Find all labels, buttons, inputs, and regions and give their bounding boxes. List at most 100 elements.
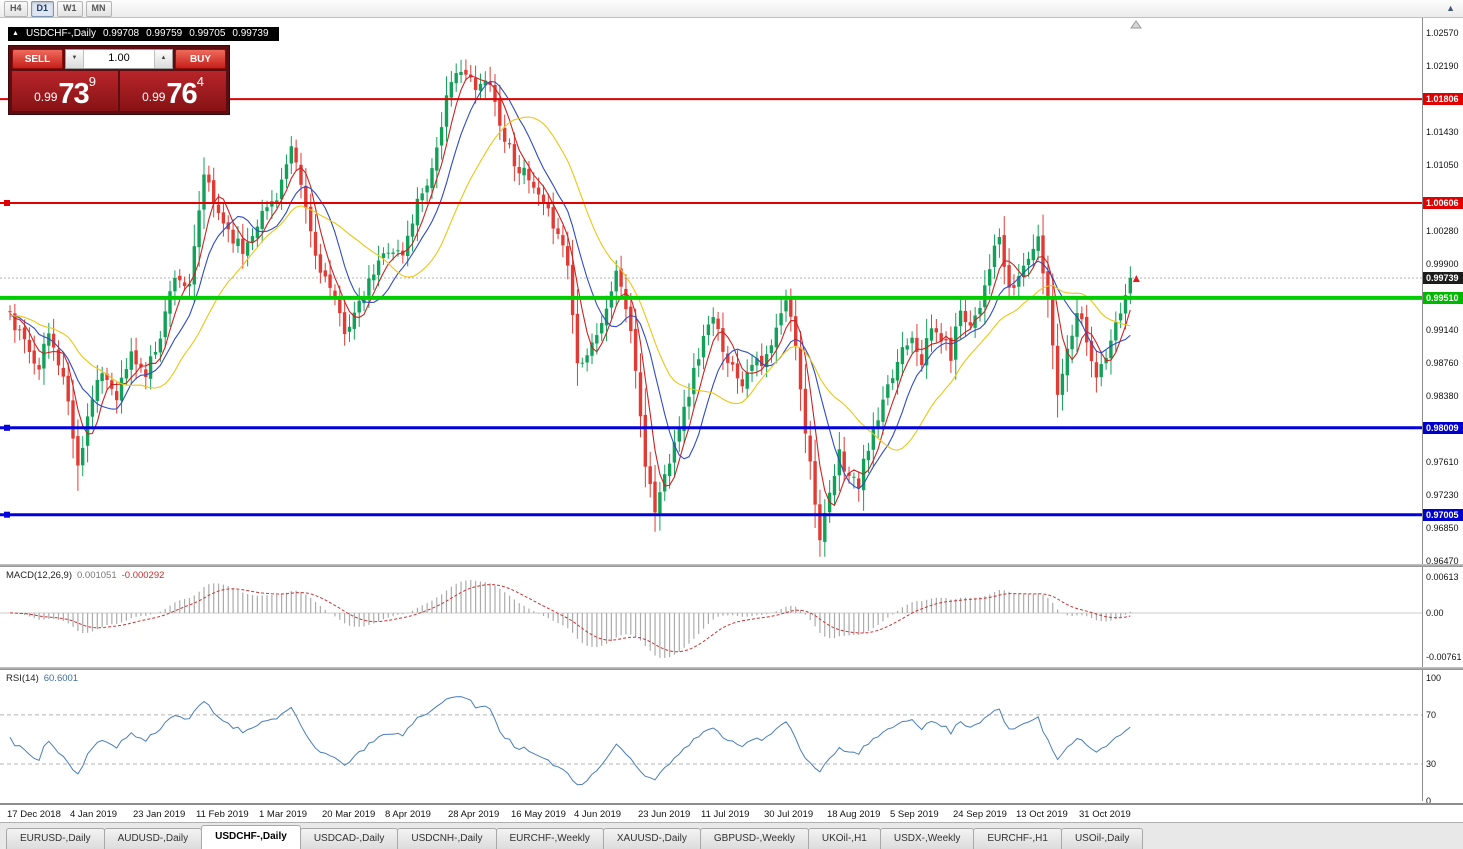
tab-usdchf-daily[interactable]: USDCHF-,Daily [201,825,301,849]
sell-price-display[interactable]: 0.99 73 9 [12,71,118,111]
rsi-tick-100: 100 [1426,673,1442,683]
rsi-value: 60.6001 [43,673,79,684]
buy-button[interactable]: BUY [175,49,226,69]
date-label-30-jul-2019: 30 Jul 2019 [764,809,814,820]
tab-usdcnh-daily[interactable]: USDCNH-,Daily [397,828,497,849]
price-tick-1.00280: 1.00280 [1426,226,1459,237]
price-tick-1.02570: 1.02570 [1426,28,1459,38]
timeframe-w1[interactable]: W1 [57,0,83,17]
tab-audusd-daily[interactable]: AUDUSD-,Daily [103,828,203,849]
tab-usdcad-daily[interactable]: USDCAD-,Daily [299,828,399,849]
macd-tick--0.00761: -0.00761 [1426,652,1462,663]
volume-value[interactable]: 1.00 [108,52,130,64]
price-tick-0.97610: 0.97610 [1426,457,1459,468]
macd-tick-0.00613: 0.00613 [1426,572,1459,583]
macd-canvas[interactable] [0,567,1422,667]
scroll-up-icon[interactable]: ▲ [1446,3,1455,13]
price-scale[interactable]: 1.02570 1.02190 1.01430 1.01050 1.00280 0.999… [1422,18,1463,806]
ohlc-open: 0.99708 [102,28,140,39]
panel-divider[interactable] [0,667,1463,670]
macd-main-value: 0.001051 [77,570,117,581]
price-marker-0.99739: 0.99739 [1423,272,1463,284]
buy-price-display[interactable]: 0.99 76 4 [120,71,226,111]
price-tick-0.99140: 0.99140 [1426,324,1459,335]
rsi-tick-30: 30 [1426,759,1437,769]
chart-info-bar: ▲ USDCHF-,Daily 0.99708 0.99759 0.99705 … [8,27,279,41]
sell-price-pip: 9 [88,74,96,89]
time-axis[interactable]: 17 Dec 2018 4 Jan 2019 23 Jan 2019 11 Feb 2… [0,803,1463,822]
date-label-23-jan-2019: 23 Jan 2019 [133,809,186,820]
collapse-panel-icon[interactable]: ▲ [12,30,19,37]
buy-price-pip: 4 [196,74,204,89]
panel-divider[interactable] [0,564,1463,567]
moving-average-5 [9,75,1131,507]
macd-tick-0.00: 0.00 [1426,608,1444,618]
macd-name: MACD(12,26,9) [6,570,72,581]
date-label-11-jul-2019: 11 Jul 2019 [701,809,750,820]
chart-tab-bar: EURUSD-,Daily AUDUSD-,Daily USDCHF-,Daily U… [0,822,1463,849]
price-marker-1.00606: 1.00606 [1423,197,1463,209]
rsi-line [9,696,1131,786]
tab-usoil-daily[interactable]: USOil-,Daily [1060,828,1144,849]
rsi-label: RSI(14) 60.6001 [6,673,78,684]
price-marker-0.99510: 0.99510 [1423,291,1463,304]
macd-indicator-panel[interactable]: MACD(12,26,9) 0.001051 -0.000292 [0,567,1422,667]
price-tick-0.98760: 0.98760 [1426,357,1459,368]
macd-signal-value: -0.000292 [121,570,165,581]
rsi-indicator-panel[interactable]: RSI(14) 60.6001 [0,670,1422,801]
rsi-tick-0: 0 [1426,795,1432,806]
ohlc-high: 0.99759 [146,28,183,39]
tab-xauusd-daily[interactable]: XAUUSD-,Daily [602,828,701,849]
candlestick-chart-canvas[interactable] [0,18,1422,564]
date-label-23-jun-2019: 23 Jun 2019 [638,809,691,820]
date-label-13-oct-2019: 13 Oct 2019 [1016,809,1068,820]
date-label-1-mar-2019: 1 Mar 2019 [259,809,308,820]
chart-window: ▲ USDCHF-,Daily 0.99708 0.99759 0.99 70 5 … [0,18,1463,822]
rsi-canvas[interactable] [0,670,1422,801]
price-marker-0.98009: 0.98009 [1423,421,1463,434]
date-label-28-apr-2019: 28 Apr 2019 [448,809,500,820]
price-tick-1.01050: 1.01050 [1426,159,1459,170]
timeframe-toolbar: H4 D1 W1 MN ▲ [0,0,1463,18]
sell-price-big-digits: 73 [58,78,89,110]
price-tick-0.96470: 0.96470 [1426,556,1459,566]
price-tick-0.99900: 0.99900 [1426,259,1459,270]
main-price-chart[interactable] [0,18,1422,564]
tab-gbpusd-weekly[interactable]: GBPUSD-,Weekly [699,828,809,849]
sell-button[interactable]: SELL [12,49,63,69]
volume-decrease-icon[interactable]: ▼ [66,50,84,68]
date-label-4-jan-2019: 4 Jan 2019 [70,809,118,820]
chart-shift-marker[interactable] [1130,20,1142,29]
date-label-16-may-2019: 16 May 2019 [511,809,566,820]
macd-label: MACD(12,26,9) 0.001051 -0.000292 [6,570,164,581]
volume-input[interactable]: ▼ 1.00 ▲ [65,49,173,69]
chart-symbol-period: USDCHF-,Daily [25,28,96,39]
date-label-20-mar-2019: 20 Mar 2019 [322,809,376,820]
hline-0.97005[interactable] [0,511,1422,518]
hline-1.00606[interactable] [0,199,1422,206]
trade-controls-row: SELL ▼ 1.00 ▲ BUY [12,49,226,69]
candlesticks [8,59,1132,557]
timeframe-button-group: H4 D1 W1 MN [4,0,112,17]
hline-0.98009[interactable] [0,424,1422,431]
tab-eurusd-daily[interactable]: EURUSD-,Daily [6,828,105,849]
ohlc-close: 0.99739 [232,28,269,39]
tab-eurchf-h1[interactable]: EURCHF-,H1 [973,828,1062,849]
tab-ukoil-h1[interactable]: UKOil-,H1 [807,828,881,849]
ohlc-low: 0.99705 [189,28,226,39]
tab-usdx-weekly[interactable]: USDX-,Weekly [879,828,975,849]
price-marker-0.97005: 0.97005 [1423,508,1463,521]
timeframe-d1[interactable]: D1 [30,0,55,17]
date-label-18-aug-2019: 18 Aug 2019 [827,809,881,820]
timeframe-h4[interactable]: H4 [4,0,28,17]
timeframe-mn[interactable]: MN [85,0,112,17]
volume-increase-icon[interactable]: ▲ [154,50,172,68]
trade-prices-row: 0.99 73 9 0.99 76 4 [12,71,226,111]
rsi-name: RSI(14) [6,673,39,684]
tab-eurchf-weekly[interactable]: EURCHF-,Weekly [495,828,604,849]
moving-average-21 [9,116,1131,451]
macd-histogram [9,580,1131,658]
buy-price-prefix: 0.99 [142,90,166,104]
date-label-11-feb-2019: 11 Feb 2019 [196,809,249,820]
date-label-5-sep-2019: 5 Sep 2019 [890,809,939,820]
